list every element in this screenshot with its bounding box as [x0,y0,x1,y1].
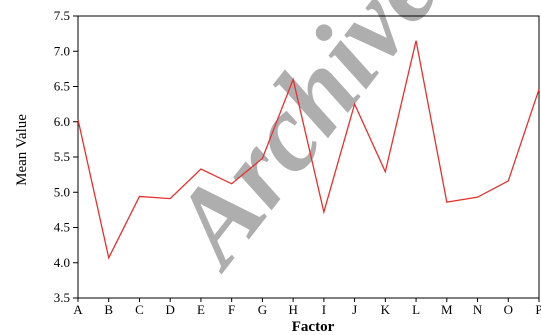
y-tick-label: 4.5 [54,220,70,235]
y-tick-label: 5.0 [54,184,70,199]
y-axis: 3.5 4.0 4.5 5.0 5.5 6.0 6.5 7.0 7.5 [54,8,78,305]
x-tick-label: G [258,302,267,317]
x-tick-label: D [166,302,175,317]
y-axis-title: Mean Value [14,114,30,186]
x-tick-label: P [535,302,541,317]
x-tick-label: E [197,302,205,317]
y-tick-label: 7.5 [54,8,70,23]
x-tick-label: B [104,302,113,317]
x-axis-title: Factor [292,319,335,335]
y-tick-label: 4.0 [54,255,70,270]
y-tick-label: 6.5 [54,79,70,94]
x-axis: A B C D E F G H I J K L M N O P [73,298,541,317]
y-tick-label: 3.5 [54,290,70,305]
series-line [77,40,540,260]
x-tick-label: L [412,302,420,317]
x-tick-label: F [228,302,235,317]
x-tick-label: J [352,302,357,317]
x-tick-label: C [135,302,144,317]
x-tick-label: K [381,302,391,317]
y-tick-label: 7.0 [54,43,70,58]
x-tick-label: A [73,302,83,317]
x-tick-label: N [473,302,483,317]
watermark: Archive [144,0,462,290]
y-tick-label: 5.5 [54,149,70,164]
x-tick-label: O [504,302,513,317]
x-tick-label: I [322,302,326,317]
x-tick-label: H [288,302,297,317]
y-tick-label: 6.0 [54,114,70,129]
x-tick-label: M [441,302,453,317]
